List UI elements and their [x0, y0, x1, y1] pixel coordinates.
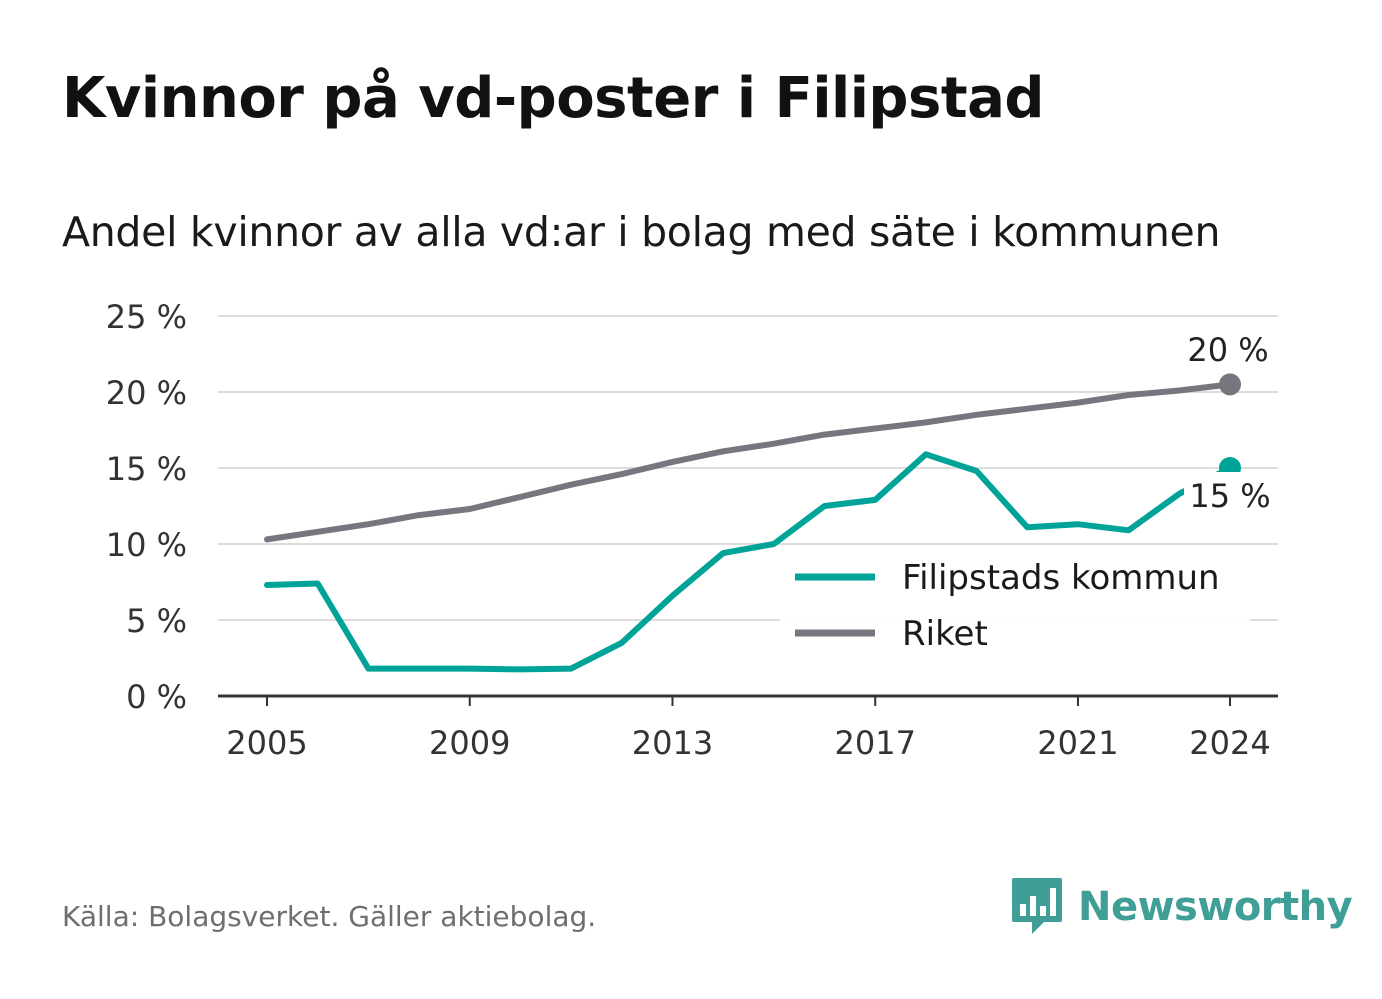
series-line-riket [264, 381, 1233, 543]
end-label-bg [1184, 472, 1274, 514]
y-tick-label: 25 % [106, 298, 187, 336]
y-tick-label: 15 % [106, 450, 187, 488]
source-note: Källa: Bolagsverket. Gäller aktiebolag. [62, 900, 597, 933]
legend-label: Filipstads kommun [902, 558, 1220, 598]
x-tick-label: 2024 [1189, 724, 1270, 762]
newsworthy-logo-icon [1012, 878, 1062, 934]
y-tick-label: 10 % [106, 526, 187, 564]
end-label-riket: 20 % [1187, 331, 1268, 369]
brand-name: Newsworthy [1078, 884, 1353, 930]
axes: 0 % 5 % 10 % 15 % 20 % 25 % 2005 2009 2013 2017 20… [106, 298, 1278, 762]
y-tick-label: 5 % [126, 602, 187, 640]
chart-subtitle: Andel kvinnor av alla vd:ar i bolag med … [62, 208, 1221, 256]
end-point-riket [1219, 373, 1241, 396]
series-line-filipstad [264, 451, 1233, 673]
y-tick-label: 0 % [126, 678, 187, 716]
legend: Filipstads kommun Riket [780, 548, 1250, 666]
x-tick-label: 2005 [226, 724, 307, 762]
x-tick-label: 2021 [1037, 724, 1118, 762]
x-tick-label: 2009 [429, 724, 510, 762]
gridlines [218, 315, 1278, 621]
end-labels: 15 % 20 % [1184, 331, 1274, 515]
series-lines [264, 373, 1241, 673]
end-label-filipstad: 15 % [1189, 477, 1270, 515]
brand-logo: Newsworthy [1010, 876, 1353, 938]
legend-label: Riket [902, 614, 988, 654]
chart-title: Kvinnor på vd-poster i Filipstad [62, 66, 1044, 131]
x-tick-label: 2013 [632, 724, 713, 762]
y-tick-label: 20 % [106, 374, 187, 412]
x-tick-label: 2017 [834, 724, 915, 762]
legend-background [780, 548, 1250, 666]
